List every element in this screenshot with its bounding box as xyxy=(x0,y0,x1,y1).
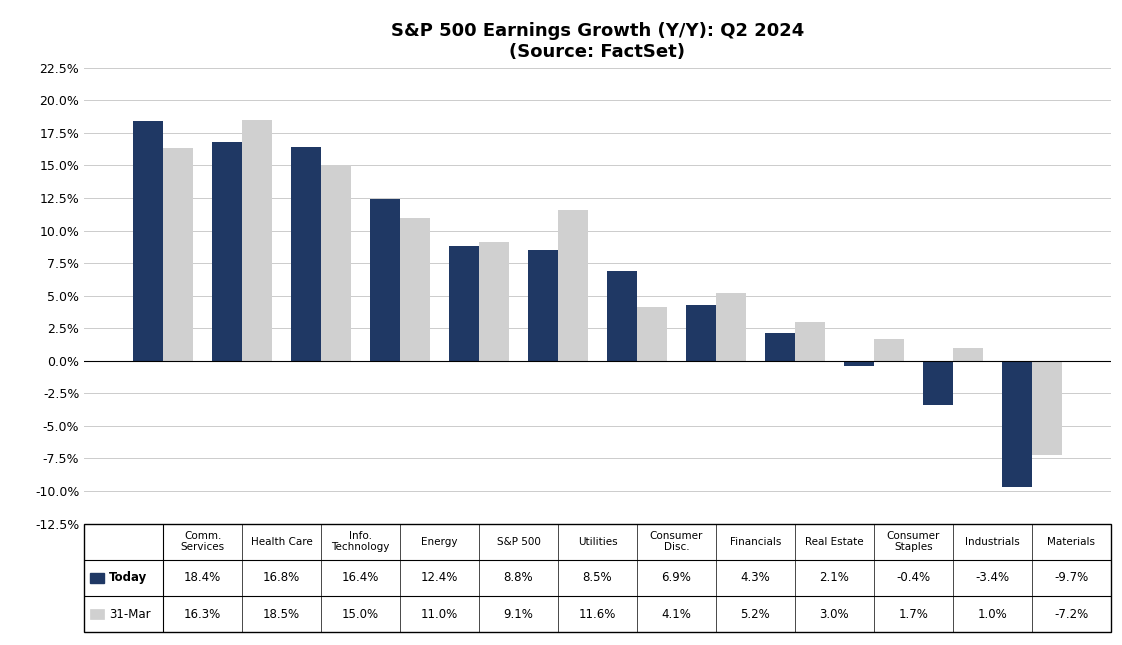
Bar xyxy=(922,361,953,405)
Text: Consumer
Staples: Consumer Staples xyxy=(886,531,940,553)
Text: 16.3%: 16.3% xyxy=(184,608,221,620)
Bar xyxy=(953,348,983,361)
Bar xyxy=(479,243,509,361)
Text: 6.9%: 6.9% xyxy=(662,571,691,584)
Bar xyxy=(91,609,103,619)
Text: -0.4%: -0.4% xyxy=(896,571,930,584)
Text: -9.7%: -9.7% xyxy=(1055,571,1088,584)
Text: Consumer
Disc.: Consumer Disc. xyxy=(650,531,703,553)
Text: 15.0%: 15.0% xyxy=(342,608,379,620)
Text: S&P 500: S&P 500 xyxy=(497,537,541,547)
Text: Comm.
Services: Comm. Services xyxy=(181,531,224,553)
Text: 5.2%: 5.2% xyxy=(741,608,771,620)
Text: -3.4%: -3.4% xyxy=(975,571,1010,584)
Text: -7.2%: -7.2% xyxy=(1055,608,1088,620)
Text: 1.7%: 1.7% xyxy=(899,608,928,620)
Text: Health Care: Health Care xyxy=(250,537,312,547)
Bar xyxy=(686,305,716,361)
Bar xyxy=(212,142,242,361)
Bar xyxy=(91,573,103,583)
Bar xyxy=(321,165,351,361)
Bar xyxy=(401,217,430,361)
Bar xyxy=(716,293,746,361)
Text: 31-Mar: 31-Mar xyxy=(109,608,150,620)
Bar xyxy=(291,147,321,361)
Text: 18.5%: 18.5% xyxy=(263,608,301,620)
Text: Industrials: Industrials xyxy=(965,537,1020,547)
Bar xyxy=(874,339,904,361)
Bar xyxy=(242,120,273,361)
Text: Utilities: Utilities xyxy=(578,537,617,547)
Bar xyxy=(558,210,588,361)
Bar xyxy=(844,361,874,366)
Bar xyxy=(637,308,666,361)
Text: 9.1%: 9.1% xyxy=(504,608,533,620)
Text: 4.3%: 4.3% xyxy=(741,571,771,584)
Text: 1.0%: 1.0% xyxy=(977,608,1008,620)
Title: S&P 500 Earnings Growth (Y/Y): Q2 2024
(Source: FactSet): S&P 500 Earnings Growth (Y/Y): Q2 2024 (… xyxy=(390,22,804,61)
Text: 3.0%: 3.0% xyxy=(819,608,849,620)
Text: 4.1%: 4.1% xyxy=(662,608,691,620)
Bar xyxy=(607,271,637,361)
Text: 18.4%: 18.4% xyxy=(184,571,221,584)
Bar xyxy=(1002,361,1032,487)
Bar xyxy=(765,333,794,361)
Text: Real Estate: Real Estate xyxy=(806,537,864,547)
Text: 8.8%: 8.8% xyxy=(504,571,533,584)
Bar xyxy=(449,246,479,361)
Text: 12.4%: 12.4% xyxy=(421,571,458,584)
Text: Today: Today xyxy=(109,571,147,584)
Text: 11.0%: 11.0% xyxy=(421,608,458,620)
Bar xyxy=(794,322,825,361)
Text: 16.8%: 16.8% xyxy=(263,571,301,584)
Text: 16.4%: 16.4% xyxy=(342,571,379,584)
Text: Financials: Financials xyxy=(729,537,781,547)
Bar xyxy=(134,121,163,361)
Text: 11.6%: 11.6% xyxy=(579,608,616,620)
Bar xyxy=(163,148,193,361)
Text: 2.1%: 2.1% xyxy=(819,571,849,584)
Text: Energy: Energy xyxy=(421,537,458,547)
Bar xyxy=(1032,361,1061,455)
Text: Info.
Technology: Info. Technology xyxy=(331,531,389,553)
Bar xyxy=(370,199,401,361)
Bar xyxy=(528,250,558,361)
Text: 8.5%: 8.5% xyxy=(582,571,613,584)
Text: Materials: Materials xyxy=(1047,537,1095,547)
